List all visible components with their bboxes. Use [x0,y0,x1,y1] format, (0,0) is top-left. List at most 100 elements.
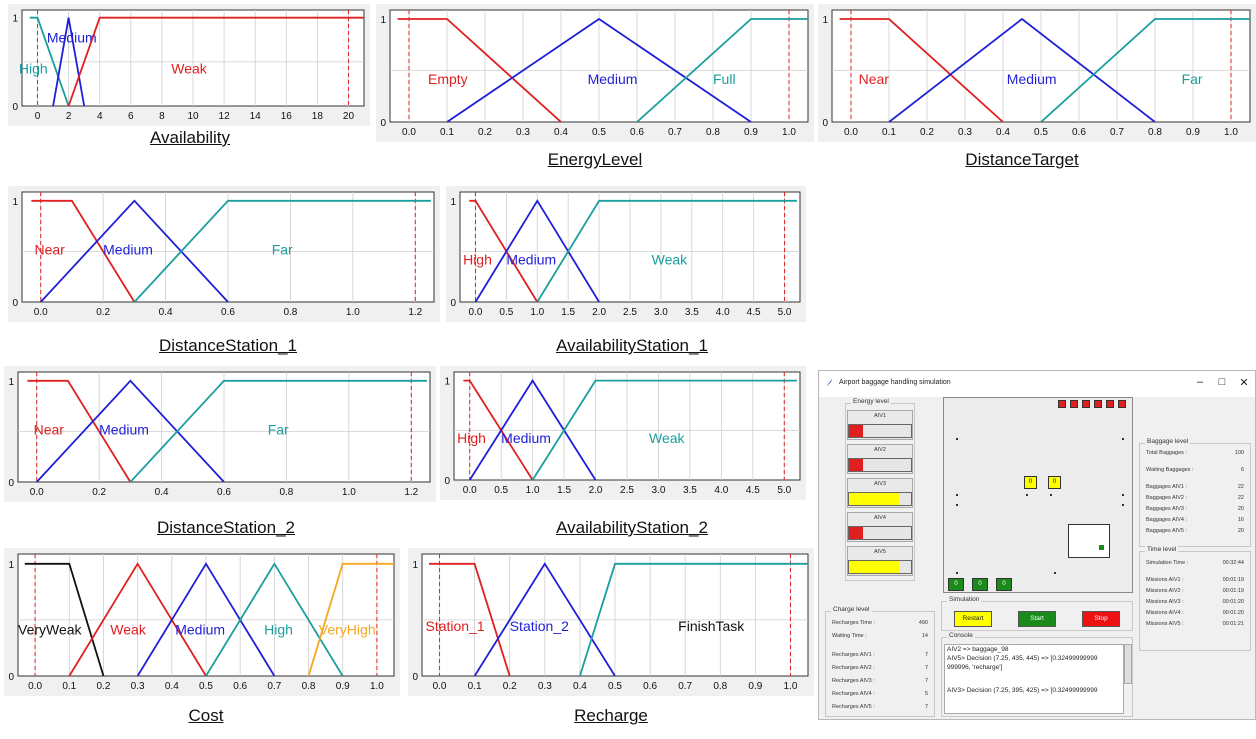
energy-bar [848,526,912,540]
x-tick-label: 0.1 [882,127,896,138]
set-label: Far [1182,71,1203,87]
x-tick-label: 0.5 [199,681,213,692]
x-tick-label: 0.8 [713,681,727,692]
x-tick-label: 0 [35,111,41,122]
pickup-slot [1118,400,1126,408]
x-tick-label: 3.0 [654,307,668,318]
set-label: Weak [171,60,208,76]
map-node [1122,494,1124,496]
baggage-label: Baggages AIV3 : [1146,506,1187,512]
membership-far [133,199,431,302]
pickup-slot [1106,400,1114,408]
membership-empty [397,18,562,122]
plot-distancetarget: 0.0 0.1 0.2 0.3 0.4 0.5 0.6 0.7 0.8 0.9 1.0 1 0 Near M… [818,4,1256,142]
maximize-button[interactable]: □ [1218,376,1226,388]
console-scrollbar[interactable] [1124,644,1132,684]
plot-availabilitystation1: 0.0 0.5 1.0 1.5 2.0 2.5 3.0 3.5 4.0 4.5 5.0 1 0 High M… [446,186,806,322]
energy-aiv-label: AIV5 [874,549,886,555]
close-button[interactable]: ✕ [1239,377,1249,389]
baggage-value: 22 [1237,495,1244,501]
time-value: 00:01:20 [1222,610,1244,616]
charge-label: Recharges Time : [832,620,876,626]
y-tick-label: 0 [380,118,386,129]
map-node [1122,504,1124,506]
membership-weak [531,379,797,480]
stop-button[interactable]: Stop [1082,611,1120,627]
x-tick-label: 0.4 [155,487,169,498]
energy-bar-fill [849,561,899,573]
x-tick-label: 14 [250,111,262,122]
x-tick-label: 0.6 [221,307,235,318]
charge-label: Recharges AIV5 : [832,704,875,710]
x-tick-label: 0.5 [494,485,508,496]
start-button[interactable]: Start [1018,611,1056,627]
map-area: 0 0 0 0 0 [943,397,1133,593]
energy-bar-fill [849,493,899,505]
x-tick-label: 0.0 [463,485,477,496]
x-tick-label: 0.5 [1034,127,1048,138]
x-tick-label: 1.0 [530,307,544,318]
x-tick-label: 0.5 [499,307,513,318]
x-tick-label: 10 [187,111,199,122]
x-tick-label: 0.2 [96,307,110,318]
set-label: High [264,621,293,637]
x-tick-label: 0.9 [748,681,762,692]
map-node [956,494,958,496]
set-label: Far [272,241,293,257]
energy-bar [848,492,912,506]
set-label: Weak [649,430,686,446]
console-line: AIV2 => baggage_98 [947,646,1009,653]
x-tick-label: 0.1 [440,127,454,138]
x-tick-label: 0.2 [92,487,106,498]
baggage-label: Baggages AIV4 : [1146,517,1187,523]
energy-box-aiv1: AIV1 [847,410,913,440]
x-tick-label: 0.9 [744,127,758,138]
x-tick-label: 0.2 [503,681,517,692]
membership-far [1040,18,1250,122]
pickup-slot [1094,400,1102,408]
restart-button[interactable]: Restart [954,611,992,627]
y-tick-label: 0 [12,298,18,309]
x-tick-label: 0.4 [573,681,587,692]
x-tick-label: 1.0 [784,681,798,692]
energy-aiv-label: AIV3 [874,481,886,487]
baggage-level-group: Baggage level Total Baggages : 100 Waiting… [1139,438,1251,547]
baggage-level-title: Baggage level [1145,438,1191,445]
charge-value: 490 [918,620,928,626]
caption-recharge: Recharge [574,706,648,725]
x-tick-label: 1.0 [1224,127,1238,138]
energy-level-group: Energy level AIV1 AIV2 AIV3 AIV4 AIV5 [845,398,915,581]
baggage-label: Baggages AIV1 : [1146,484,1187,490]
x-tick-label: 0.6 [233,681,247,692]
x-tick-label: 0.4 [165,681,179,692]
set-label: Medium [175,621,225,637]
y-tick-label: 0 [8,672,14,683]
set-label: Medium [588,71,638,87]
energy-box-aiv4: AIV4 [847,512,913,542]
charge-value: 5 [924,691,928,697]
x-tick-label: 12 [219,111,231,122]
x-tick-label: 2.5 [623,307,637,318]
set-label: Medium [103,241,153,257]
x-tick-label: 2.0 [592,307,606,318]
minimize-button[interactable]: – [1196,376,1204,388]
membership-far [129,379,427,482]
caption-cost: Cost [188,706,224,725]
membership-medium [40,199,229,302]
charging-station: 0 [972,578,988,591]
membership-weak [67,16,364,106]
baggage-label: Waiting Baggages : [1146,467,1194,473]
x-tick-label: 0.5 [608,681,622,692]
x-tick-label: 1.5 [561,307,575,318]
membership-weak [68,562,207,676]
pickup-slot [1070,400,1078,408]
energy-bar [848,458,912,472]
x-tick-label: 1.0 [342,487,356,498]
energy-box-aiv5: AIV5 [847,546,913,576]
console-line: AIV3> Decision (7.25, 395, 425) => [0.32… [947,687,1098,694]
console-output[interactable]: AIV2 => baggage_98 AIV5> Decision (7.25, … [944,644,1124,714]
x-tick-label: 0.5 [592,127,606,138]
baggage-box: 0 [1048,476,1061,489]
y-tick-label: 0 [12,102,18,113]
